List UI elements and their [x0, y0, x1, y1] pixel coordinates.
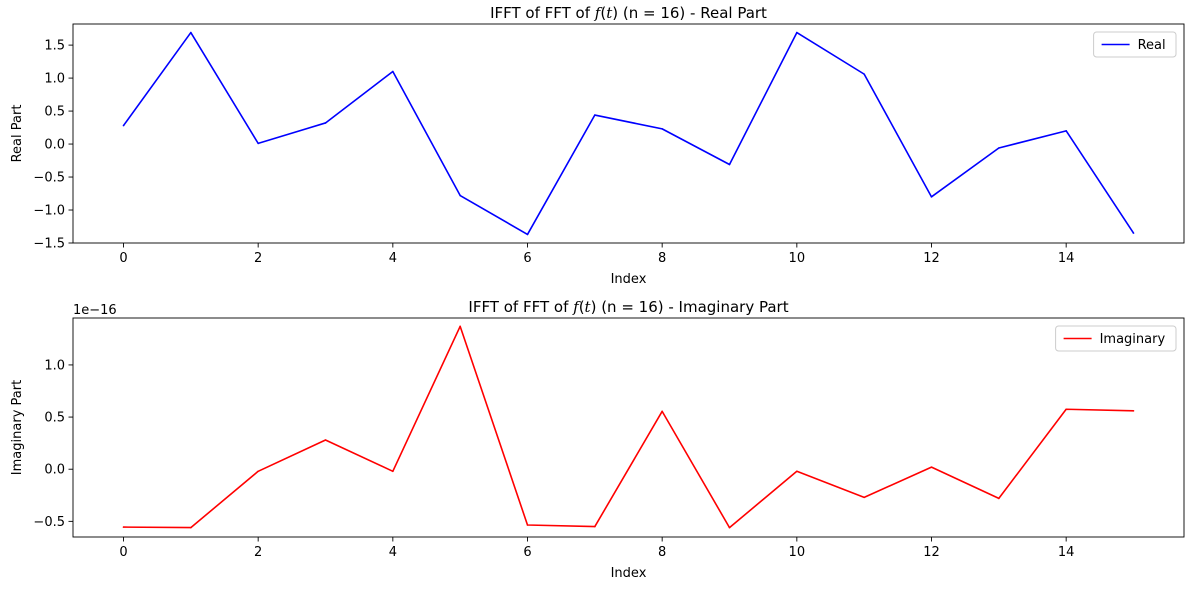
- data-point: [863, 496, 865, 499]
- data-point: [257, 470, 259, 473]
- chart-title: IFFT of FFT of f(t) (n = 16) - Real Part: [490, 4, 767, 22]
- data-point: [190, 31, 192, 34]
- data-point: [1132, 410, 1135, 412]
- legend-label: Real: [1138, 38, 1166, 53]
- legend-box: [1093, 31, 1177, 58]
- x-tick-label: 2: [254, 545, 262, 560]
- title-paren-open: (: [600, 4, 606, 22]
- data-point: [257, 142, 259, 145]
- data-point: [392, 470, 394, 473]
- x-axis-label: Index: [611, 272, 647, 287]
- x-axis-label: Index: [611, 566, 647, 581]
- subplot-2: 0 2 4 6 8 10 12 14 −0.5 0.0 0.5 1.0 1e−16 IFFT of FFT…: [10, 298, 1185, 581]
- y-tick-label: 1.0: [44, 358, 65, 373]
- x-tick-label: 6: [523, 251, 531, 266]
- x-tick-label: 14: [1058, 545, 1075, 560]
- y-tick-label: 1.0: [44, 72, 65, 87]
- title-suffix: ) (n = 16) - Imaginary Part: [591, 298, 789, 316]
- y-tick-label: −1.0: [33, 204, 65, 219]
- title-func: f: [572, 298, 581, 316]
- data-point: [122, 526, 125, 528]
- data-point: [661, 410, 663, 413]
- y-tick-label: 0.5: [44, 411, 65, 426]
- data-point: [122, 124, 125, 127]
- y-tick-label: 1.5: [44, 39, 65, 54]
- y-tick-label: −0.5: [33, 515, 65, 530]
- x-tick-label: 4: [389, 545, 397, 560]
- title-var: t: [585, 298, 592, 316]
- legend-box: [1055, 325, 1177, 352]
- y-tick-label: −1.5: [33, 237, 65, 252]
- data-point: [324, 439, 327, 441]
- x-tick-label: 0: [119, 545, 127, 560]
- data-point: [998, 497, 1000, 500]
- x-tick-label: 14: [1058, 251, 1075, 266]
- data-point: [594, 525, 596, 528]
- data-point: [661, 128, 663, 130]
- x-tick-label: 10: [789, 545, 806, 560]
- x-tick-label: 4: [389, 251, 397, 266]
- y-tick-label: −0.5: [33, 171, 65, 186]
- data-point: [324, 122, 327, 124]
- title-func: f: [594, 4, 603, 22]
- title-paren-open: (: [579, 298, 585, 316]
- x-tick-label: 8: [658, 251, 666, 266]
- legend: Real: [1093, 31, 1177, 58]
- x-tick-label: 2: [254, 251, 262, 266]
- title-prefix: IFFT of FFT of: [490, 4, 595, 22]
- data-point: [459, 325, 461, 328]
- title-var: t: [606, 4, 613, 22]
- series-line-real: [122, 31, 1135, 236]
- data-point: [1065, 408, 1067, 411]
- y-axis-label: Imaginary Part: [10, 380, 25, 475]
- data-point: [728, 526, 731, 529]
- data-point: [998, 147, 1000, 149]
- subplot-1: 0 2 4 6 8 10 12 14 −1.5 −1.0 −0.5 0.0 0.5 1.0 1.5 IFFT …: [10, 4, 1185, 287]
- data-point: [796, 470, 798, 473]
- data-point: [1065, 130, 1067, 132]
- data-point: [863, 73, 865, 75]
- x-tick-label: 12: [923, 545, 940, 560]
- data-point: [459, 194, 461, 197]
- data-point: [526, 524, 529, 526]
- x-tick-label: 10: [789, 251, 806, 266]
- y-tick-label: 0.5: [44, 105, 65, 120]
- legend: Imaginary: [1055, 325, 1177, 352]
- data-point: [930, 196, 933, 198]
- x-tick-label: 8: [658, 545, 666, 560]
- data-point: [728, 163, 731, 166]
- axes-frame: [72, 317, 1185, 538]
- x-tick-label: 0: [119, 251, 127, 266]
- legend-label: Imaginary: [1100, 332, 1166, 347]
- data-point: [796, 31, 798, 34]
- y-axis-label: Real Part: [10, 105, 25, 163]
- data-point: [190, 526, 192, 529]
- data-point: [1132, 232, 1135, 234]
- chart-title: IFFT of FFT of f(t) (n = 16) - Imaginary…: [468, 298, 788, 316]
- data-point: [594, 114, 596, 116]
- title-suffix: ) (n = 16) - Real Part: [612, 4, 767, 22]
- title-prefix: IFFT of FFT of: [468, 298, 573, 316]
- data-point: [930, 466, 933, 468]
- y-tick-label: 0.0: [44, 138, 65, 153]
- x-tick-label: 6: [523, 545, 531, 560]
- data-point: [392, 70, 394, 73]
- y-offset-label: 1e−16: [73, 303, 117, 318]
- y-tick-label: 0.0: [44, 463, 65, 478]
- x-tick-label: 12: [923, 251, 940, 266]
- axes-frame: [72, 23, 1185, 244]
- series-line-imaginary: [123, 325, 1134, 529]
- data-point: [526, 233, 529, 236]
